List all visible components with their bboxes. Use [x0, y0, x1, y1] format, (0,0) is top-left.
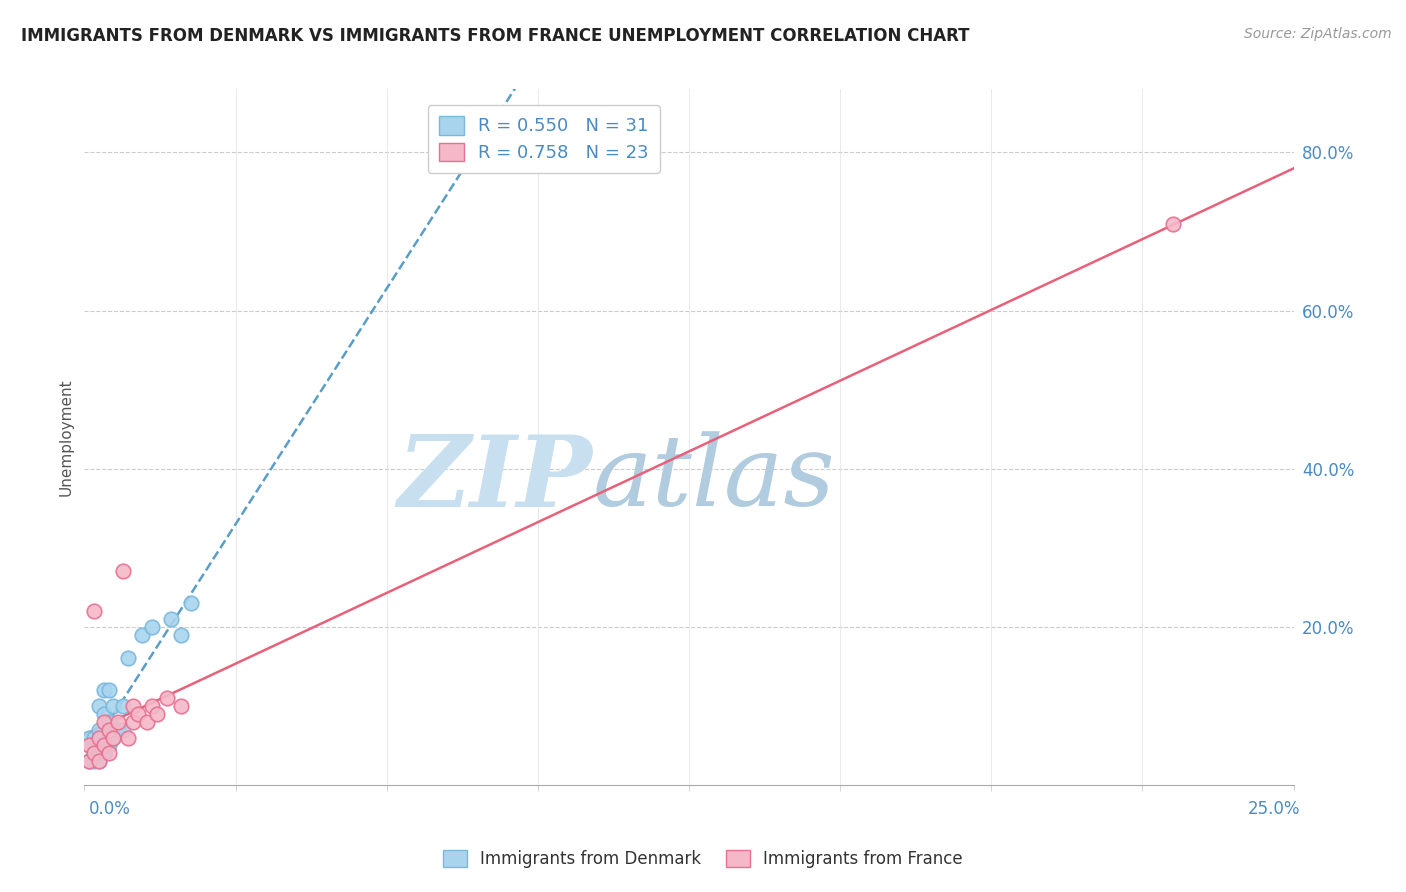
Point	[103, 731, 125, 745]
Point	[97, 723, 120, 737]
Point	[77, 754, 100, 768]
Point	[97, 714, 120, 729]
Point	[93, 731, 115, 745]
Point	[170, 628, 193, 642]
Point	[93, 683, 115, 698]
Text: Source: ZipAtlas.com: Source: ZipAtlas.com	[1244, 27, 1392, 41]
Point	[83, 604, 105, 618]
Point	[93, 706, 115, 721]
Text: 25.0%: 25.0%	[1249, 800, 1301, 818]
Point	[77, 754, 100, 768]
Point	[83, 731, 105, 745]
Point	[83, 754, 105, 768]
Point	[160, 612, 183, 626]
Point	[112, 723, 135, 737]
Point	[93, 739, 115, 753]
Point	[170, 698, 193, 713]
Y-axis label: Unemployment: Unemployment	[58, 378, 73, 496]
Point	[112, 698, 135, 713]
Point	[93, 739, 115, 753]
Point	[83, 747, 105, 761]
Point	[121, 698, 143, 713]
Text: atlas: atlas	[592, 431, 835, 526]
Point	[97, 747, 120, 761]
Point	[107, 723, 129, 737]
Point	[112, 565, 135, 579]
Point	[103, 698, 125, 713]
Text: 0.0%: 0.0%	[89, 800, 131, 818]
Point	[87, 698, 110, 713]
Legend: R = 0.550   N = 31, R = 0.758   N = 23: R = 0.550 N = 31, R = 0.758 N = 23	[427, 105, 659, 173]
Point	[77, 739, 100, 753]
Point	[146, 706, 169, 721]
Point	[136, 714, 159, 729]
Legend: Immigrants from Denmark, Immigrants from France: Immigrants from Denmark, Immigrants from…	[437, 843, 969, 875]
Point	[87, 754, 110, 768]
Text: ZIP: ZIP	[398, 431, 592, 527]
Point	[141, 698, 163, 713]
Point	[77, 731, 100, 745]
Point	[87, 747, 110, 761]
Point	[117, 731, 139, 745]
Point	[1161, 217, 1184, 231]
Point	[117, 651, 139, 665]
Point	[107, 714, 129, 729]
Point	[127, 706, 149, 721]
Point	[77, 739, 100, 753]
Point	[155, 690, 177, 705]
Point	[97, 683, 120, 698]
Point	[87, 731, 110, 745]
Text: IMMIGRANTS FROM DENMARK VS IMMIGRANTS FROM FRANCE UNEMPLOYMENT CORRELATION CHART: IMMIGRANTS FROM DENMARK VS IMMIGRANTS FR…	[21, 27, 970, 45]
Point	[83, 739, 105, 753]
Point	[93, 747, 115, 761]
Point	[121, 714, 143, 729]
Point	[97, 739, 120, 753]
Point	[83, 747, 105, 761]
Point	[131, 628, 153, 642]
Point	[87, 739, 110, 753]
Point	[180, 596, 202, 610]
Point	[87, 723, 110, 737]
Point	[87, 754, 110, 768]
Point	[93, 714, 115, 729]
Point	[103, 731, 125, 745]
Point	[141, 620, 163, 634]
